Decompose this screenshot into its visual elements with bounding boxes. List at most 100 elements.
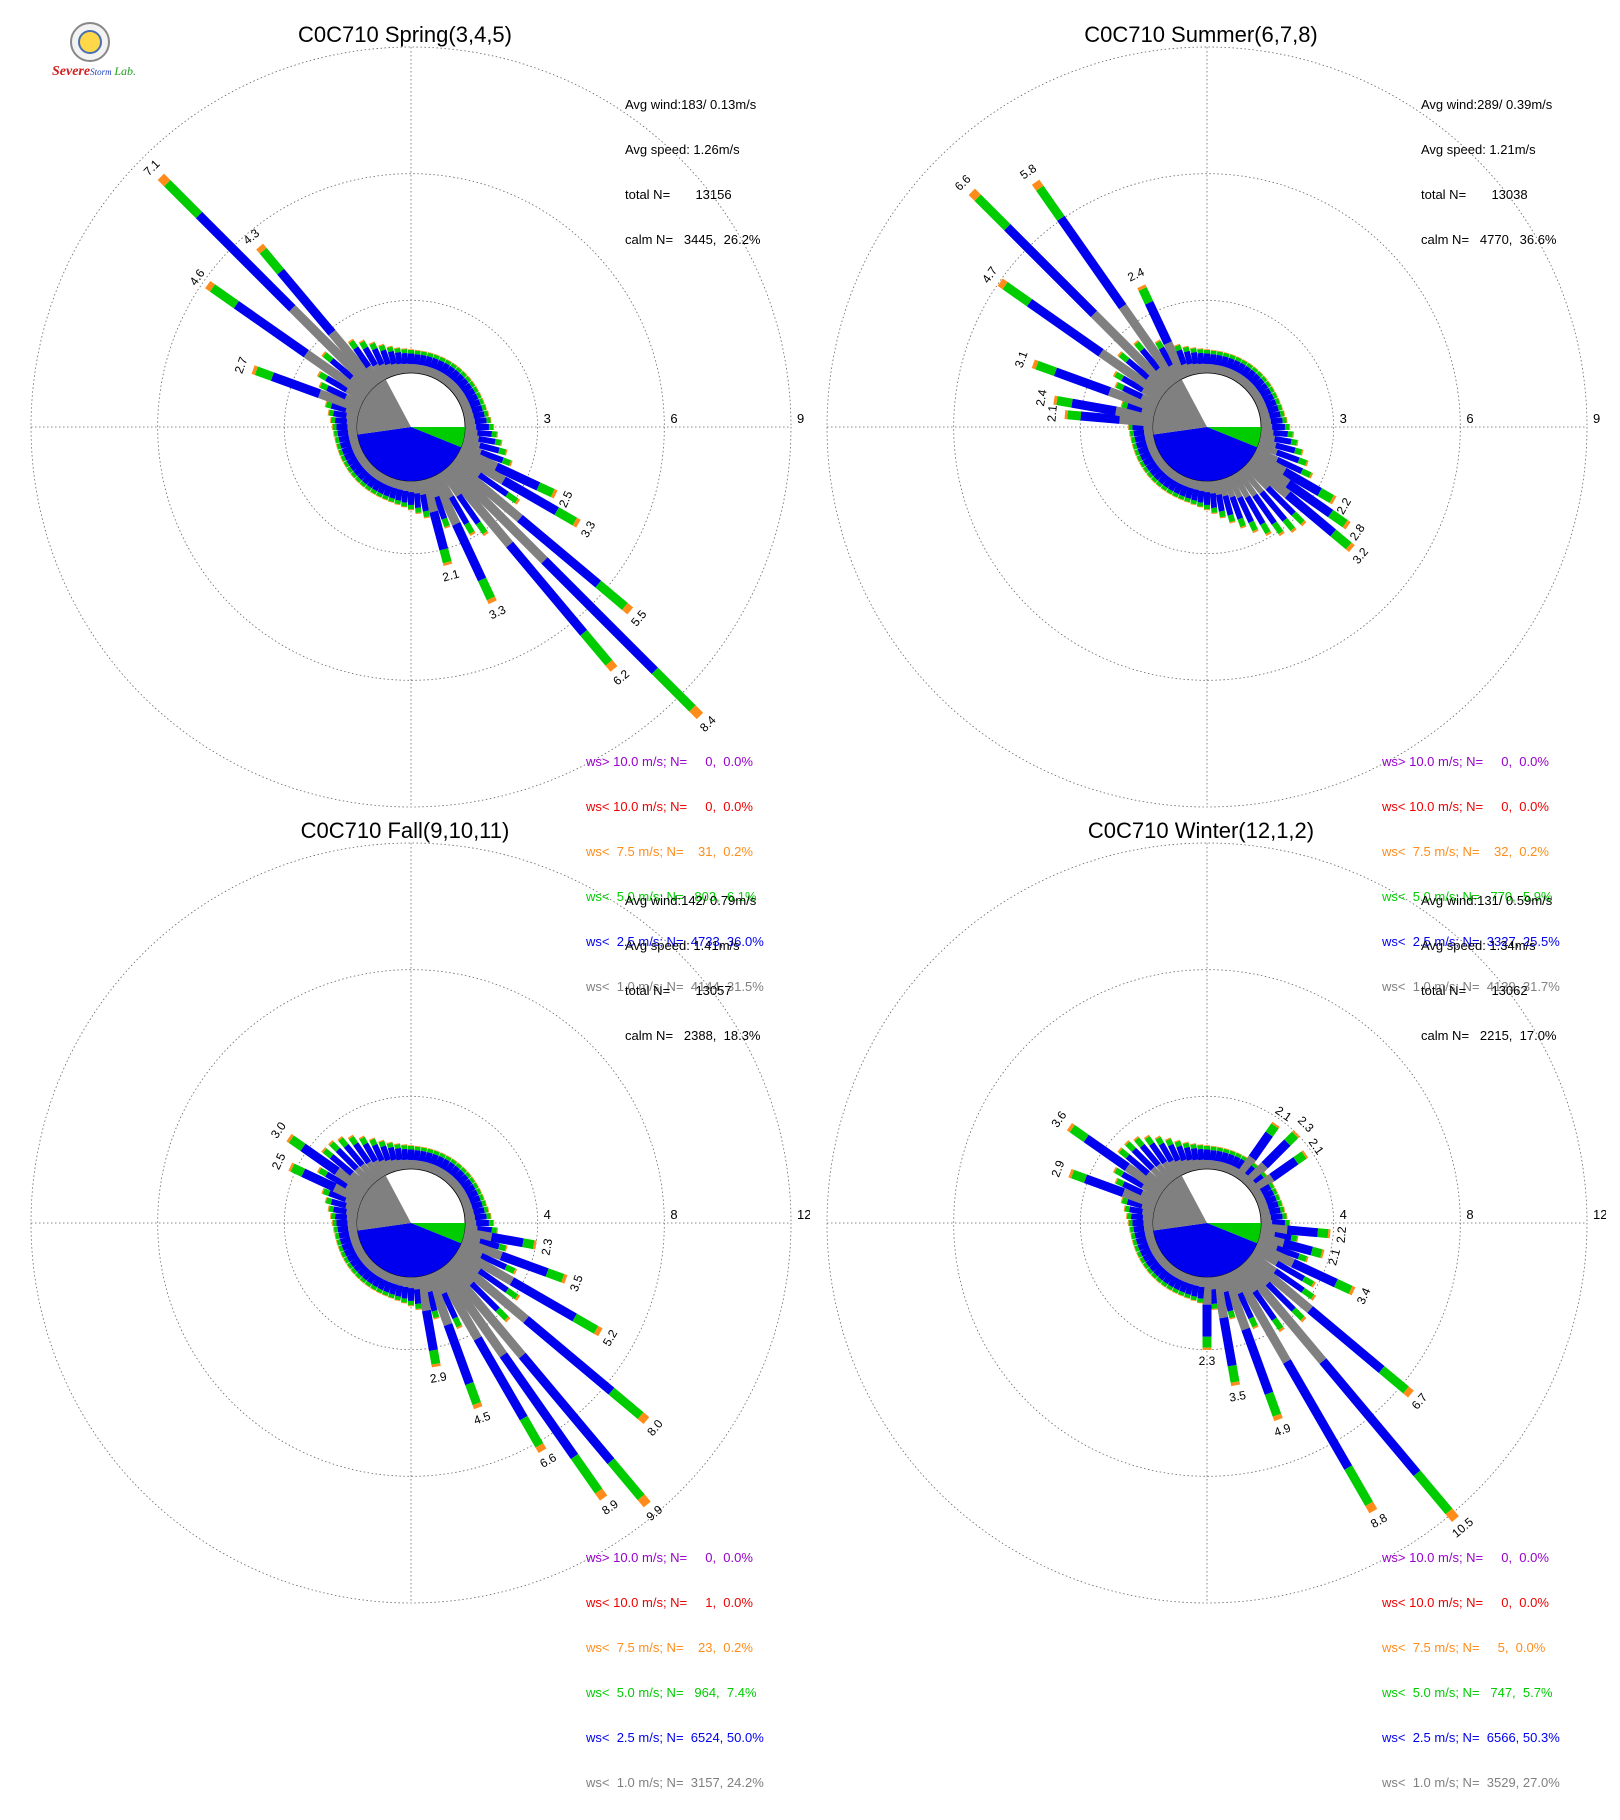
lab-logo: SevereStorm Lab. xyxy=(52,22,147,84)
rose-bar-segment xyxy=(1212,1277,1213,1290)
rose-bar-segment xyxy=(1149,1270,1152,1272)
rose-bar-segment xyxy=(1187,498,1188,501)
legend-entry: ws< 10.0 m/s; N= 1, 0.0% xyxy=(586,1595,764,1610)
legend-entry: ws> 10.0 m/s; N= 0, 0.0% xyxy=(1382,754,1560,769)
rose-bar-segment xyxy=(405,353,406,364)
rose-bar-segment xyxy=(362,1138,365,1144)
rose-bar-segment xyxy=(351,1138,355,1144)
rose-bar-segment xyxy=(1259,411,1268,413)
rose-bar-segment xyxy=(400,1160,402,1170)
rose-bar-segment xyxy=(320,1170,327,1174)
rose-bar-segment xyxy=(524,1418,540,1445)
rose-bar-segment xyxy=(1148,1241,1156,1244)
rose-bar-segment xyxy=(1193,348,1194,352)
rose-bar-segment xyxy=(390,347,391,351)
rose-bar-segment xyxy=(381,1142,383,1147)
rose-bar-segment xyxy=(1232,355,1233,358)
rose-bar-segment xyxy=(1134,1228,1144,1229)
rose-bar-segment xyxy=(405,1160,406,1169)
rose-bar-segment xyxy=(1213,493,1214,507)
rose-bar-segment xyxy=(1295,1133,1297,1135)
rose-bar-segment xyxy=(338,1228,348,1229)
rose-bar-segment xyxy=(1137,343,1143,350)
bar-value-label: 6.6 xyxy=(537,1450,559,1471)
rose-bar-segment xyxy=(1246,1329,1269,1393)
rose-bar-segment xyxy=(345,463,348,465)
rose-bar-segment xyxy=(447,562,448,565)
rose-bar-segment xyxy=(474,1210,485,1212)
rose-bar-segment xyxy=(339,1234,349,1236)
bar-value-label: 6.7 xyxy=(1409,1390,1431,1412)
bar-value-label: 8.0 xyxy=(644,1417,666,1439)
rose-bar-segment xyxy=(1054,400,1057,401)
rose-bar-segment xyxy=(342,1254,345,1255)
rose-bar-segment xyxy=(1345,524,1348,526)
rose-bar-segment xyxy=(1260,1212,1269,1214)
rose-bar-segment xyxy=(510,463,511,464)
rose-bar-segment xyxy=(470,1198,480,1202)
rose-bar-segment xyxy=(1348,1468,1369,1504)
bar-value-label: 2.8 xyxy=(1347,521,1368,543)
rose-bar-segment xyxy=(1132,1236,1135,1237)
rose-bar-segment xyxy=(1146,1237,1154,1239)
stat-total: total N= 13038 xyxy=(1421,187,1557,202)
rose-bar-segment xyxy=(1114,1170,1115,1171)
rose-bar-segment xyxy=(475,1216,487,1217)
rose-bar-segment xyxy=(329,1209,333,1210)
rose-bar-segment xyxy=(1201,481,1202,491)
rose-bar-segment xyxy=(420,1161,422,1170)
rose-bar-segment xyxy=(1270,1210,1281,1212)
rose-bar-segment xyxy=(400,364,402,374)
rose-bar-segment xyxy=(1143,1217,1153,1218)
rose-bar-segment xyxy=(381,346,383,351)
rose-bar-segment xyxy=(1312,1251,1322,1254)
rose-bar-segment xyxy=(523,1243,534,1245)
rose-bar-segment xyxy=(350,340,351,341)
rose-bar-segment xyxy=(395,1275,397,1284)
rose-bar-segment xyxy=(1148,445,1156,448)
rose-bar-segment xyxy=(453,1161,455,1164)
rose-bar-segment xyxy=(1255,1326,1256,1328)
rose-bar-segment xyxy=(1069,1127,1072,1129)
bar-value-label: 2.1 xyxy=(1325,1247,1343,1267)
rose-bar-segment xyxy=(1218,1151,1220,1161)
chart-title: C0C710 Fall(9,10,11) xyxy=(0,818,810,844)
rose-bar-segment xyxy=(471,1179,474,1181)
bar-value-label: 2.5 xyxy=(269,1150,289,1171)
rose-bar-segment xyxy=(372,1140,374,1145)
rose-bar-segment xyxy=(1303,523,1305,525)
bar-value-label: 2.9 xyxy=(429,1369,448,1386)
rose-bar-segment xyxy=(1144,432,1153,433)
rose-bar-segment xyxy=(1271,1216,1283,1217)
rose-bar-segment xyxy=(391,1294,392,1297)
rose-bar-segment xyxy=(1255,530,1256,532)
rose-bar-segment xyxy=(1200,491,1201,503)
rose-bar-segment xyxy=(1216,480,1219,494)
stat-avg-wind: Avg wind:131/ 0.59m/s xyxy=(1421,893,1557,908)
rose-bar-segment xyxy=(499,1247,506,1249)
rose-bar-segment xyxy=(343,1244,352,1247)
rose-bar-segment xyxy=(1273,1191,1276,1192)
rose-bar-segment xyxy=(479,439,496,442)
rose-bar-segment xyxy=(1182,486,1186,496)
rose-bar-segment xyxy=(1133,1242,1136,1243)
rose-bar-segment xyxy=(599,1491,604,1498)
rose-bar-segment xyxy=(553,493,556,494)
rose-bar-segment xyxy=(436,355,437,358)
rose-bar-segment xyxy=(1212,481,1213,494)
rose-bar-segment xyxy=(563,1278,566,1279)
rose-bar-segment xyxy=(1136,342,1137,343)
rose-bar-segment xyxy=(1169,490,1171,493)
rose-bar-segment xyxy=(1267,383,1270,385)
rose-bar-segment xyxy=(1294,1310,1303,1319)
rose-bar-segment xyxy=(1121,1151,1128,1157)
rose-bar-segment xyxy=(435,1311,437,1318)
rose-bar-segment xyxy=(1163,487,1165,490)
rose-bar-segment xyxy=(1287,1230,1318,1233)
rose-bar-segment xyxy=(1274,523,1281,532)
rose-bar-segment xyxy=(424,352,425,355)
stat-avg-speed: Avg speed: 1.26m/s xyxy=(625,142,761,157)
rose-bar-segment xyxy=(1190,364,1193,375)
rose-bar-segment xyxy=(1216,365,1218,374)
